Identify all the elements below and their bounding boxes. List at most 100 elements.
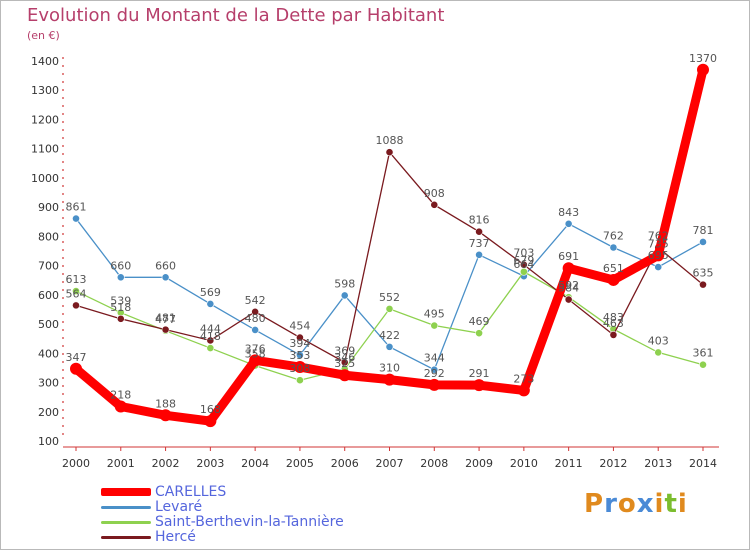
legend-label: Saint-Berthevin-la-Tannière [155,514,344,530]
x-tick-label: 2004 [241,457,269,470]
data-point [296,333,304,342]
data-label: 660 [155,259,176,272]
y-tick-label: 100 [38,435,59,448]
data-label: 495 [424,308,445,321]
x-tick-label: 2009 [465,457,493,470]
data-point [296,351,304,359]
data-label: 325 [334,357,355,370]
data-label: 651 [603,262,624,275]
data-label: 444 [200,322,221,335]
data-label: 347 [66,351,87,364]
data-label: 310 [379,362,400,375]
data-label: 463 [603,317,624,330]
data-label: 908 [424,187,445,200]
data-label: 369 [334,344,355,357]
data-point [206,300,215,308]
data-label: 469 [469,315,490,328]
data-point [340,291,349,300]
data-point [475,227,483,236]
data-point [116,273,125,282]
y-tick-label: 600 [38,289,59,302]
data-labels-layer: 861 660 660 569 480 394 598 422 344 737 664 843 762 6… [66,52,718,416]
chart-title: Evolution du Montant de la Dette par Hab… [27,5,445,26]
data-label: 542 [245,294,266,307]
x-tick-label: 2014 [689,457,717,470]
data-point [206,344,215,352]
x-tick-label: 2013 [644,457,672,470]
data-label: 598 [334,277,355,290]
data-point [251,326,260,334]
data-point [383,373,396,386]
x-tick-label: 2005 [286,457,314,470]
data-label: 291 [469,367,490,380]
data-point [430,200,439,209]
data-point [564,295,573,304]
y-tick-label: 200 [38,406,59,419]
y-tick-label: 1200 [31,113,59,126]
data-point [204,415,217,428]
legend-swatch [101,506,151,509]
data-point [340,358,349,367]
data-label: 861 [66,201,87,214]
logo-letter: i [654,489,665,519]
data-label: 358 [245,348,266,361]
data-point [475,250,483,259]
data-point [428,378,441,391]
data-label: 292 [424,367,445,380]
data-label: 376 [245,342,266,355]
data-point [697,63,709,76]
data-label: 762 [648,229,669,242]
data-label: 308 [289,362,310,375]
x-tick-label: 2012 [599,457,627,470]
data-point [699,360,707,369]
data-label: 188 [155,397,176,410]
data-label: 695 [648,249,669,262]
data-point [293,361,306,374]
data-point [609,243,618,252]
data-label: 635 [693,267,714,280]
series-carelles [70,63,709,428]
data-point [161,325,170,334]
data-point [430,321,439,330]
data-point [70,362,82,375]
data-label: 592 [558,279,579,292]
data-label: 422 [379,329,400,342]
legend-label: Levaré [155,499,203,515]
series-levar- [72,214,707,374]
data-label: 418 [200,330,221,343]
y-tick-label: 700 [38,260,59,273]
y-tick-label: 800 [38,230,59,243]
data-label: 1370 [689,52,717,65]
data-label: 679 [513,254,534,267]
data-point [159,409,172,422]
y-tick-label: 900 [38,201,59,214]
data-label: 518 [110,301,131,314]
data-point [161,273,170,282]
data-label: 762 [603,229,624,242]
data-point [430,365,439,374]
data-point [114,400,127,413]
legend-swatch [101,536,151,539]
data-point [562,262,575,275]
data-label: 539 [110,295,131,308]
data-label: 613 [66,273,87,286]
x-tick-label: 2011 [555,457,583,470]
data-label: 737 [469,237,490,250]
data-point [116,314,125,323]
data-label: 1088 [376,134,404,147]
data-label: 273 [513,372,534,385]
data-point [72,214,80,223]
series-layer [70,63,709,428]
data-point [72,287,80,295]
data-point [475,329,483,338]
data-label: 660 [110,259,131,272]
data-point [652,249,665,262]
y-tick-label: 500 [38,318,59,331]
data-point [206,336,215,345]
data-label: 483 [603,311,624,324]
data-point [251,307,260,316]
data-point [385,304,394,313]
data-label: 344 [424,352,445,365]
data-label: 394 [289,337,310,350]
